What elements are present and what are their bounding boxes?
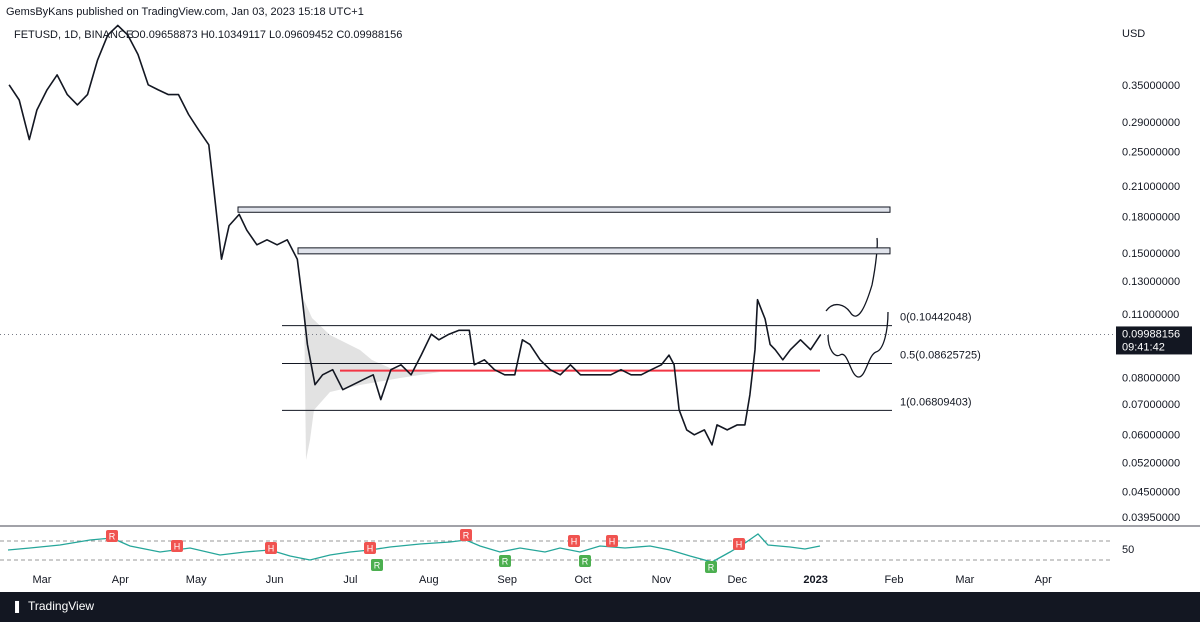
ohlc-text: O0.09658873 H0.10349117 L0.09609452 C0.0… [131, 29, 402, 41]
x-tick-label: 2023 [803, 574, 827, 586]
indicator-marker-label: H [609, 536, 616, 546]
x-tick-label: Aug [419, 574, 439, 586]
x-tick-label: Dec [727, 574, 747, 586]
indicator-marker-label: R [582, 556, 589, 566]
fib-label: 0.5(0.08625725) [900, 349, 981, 361]
indicator-marker-label: H [367, 543, 374, 553]
y-tick-label: 0.05200000 [1122, 458, 1180, 470]
indicator-marker-label: R [109, 531, 116, 541]
footer [0, 592, 1200, 622]
y-tick-label: 0.15000000 [1122, 248, 1180, 260]
fib-label: 0(0.10442048) [900, 312, 972, 324]
x-tick-label: Mar [32, 574, 51, 586]
indicator-marker-label: R [374, 560, 381, 570]
x-tick-label: Jun [266, 574, 284, 586]
indicator-marker [371, 559, 383, 571]
x-tick-label: Mar [955, 574, 974, 586]
volume-profile [304, 300, 440, 460]
last-price-label: 0.09988156 [1122, 328, 1180, 340]
x-tick-label: Jul [343, 574, 357, 586]
x-tick-label: May [186, 574, 207, 586]
x-tick-label: Apr [112, 574, 129, 586]
projection-path [825, 237, 878, 317]
indicator-marker-label: H [736, 539, 743, 549]
indicator-marker [733, 538, 745, 550]
indicator-tick-label: 50 [1122, 544, 1134, 556]
indicator-marker [499, 555, 511, 567]
indicator-marker-label: R [463, 530, 470, 540]
indicator-marker-label: H [268, 543, 275, 553]
published-text: GemsByKans published on TradingView.com,… [6, 6, 364, 18]
fib-label: 1(0.06809403) [900, 396, 972, 408]
indicator-marker [171, 540, 183, 552]
brand: TradingView [28, 599, 94, 613]
y-tick-label: 0.21000000 [1122, 181, 1180, 193]
price-line [8, 24, 822, 446]
indicator-marker [579, 555, 591, 567]
y-tick-label: 0.25000000 [1122, 147, 1180, 159]
y-tick-label: 0.18000000 [1122, 212, 1180, 224]
indicator-marker [106, 530, 118, 542]
x-tick-label: Nov [652, 574, 672, 586]
x-tick-label: Oct [574, 574, 591, 586]
indicator-marker [364, 542, 376, 554]
indicator-marker [460, 529, 472, 541]
resistance-zone [237, 206, 891, 213]
y-tick-label: 0.08000000 [1122, 372, 1180, 384]
indicator-marker-label: H [174, 541, 181, 551]
indicator-marker-label: H [571, 536, 578, 546]
x-tick-label: Apr [1035, 574, 1052, 586]
y-tick-label: 0.11000000 [1122, 309, 1179, 321]
indicator-marker [606, 535, 618, 547]
logo-mark: ❚ [12, 599, 22, 613]
symbol-title: FETUSD, 1D, BINANCE [14, 29, 133, 41]
y-tick-label: 0.04500000 [1122, 486, 1180, 498]
indicator-marker-label: R [502, 556, 509, 566]
y-tick-label: 0.35000000 [1122, 80, 1180, 92]
indicator-marker [705, 561, 717, 573]
y-tick-label: 0.06000000 [1122, 429, 1180, 441]
x-tick-label: Feb [885, 574, 904, 586]
y-tick-label: 0.07000000 [1122, 399, 1180, 411]
y-tick-label: 0.03950000 [1122, 512, 1180, 524]
last-price-box [1116, 326, 1192, 355]
y-tick-label: 0.29000000 [1122, 117, 1180, 129]
resistance-zone [297, 247, 891, 255]
indicator-marker [568, 535, 580, 547]
indicator-marker [265, 542, 277, 554]
y-axis-label: USD [1122, 28, 1145, 40]
y-tick-label: 0.13000000 [1122, 276, 1180, 288]
projection-path [827, 311, 889, 378]
indicator-marker-label: R [708, 562, 715, 572]
x-tick-label: Sep [497, 574, 517, 586]
countdown-label: 09:41:42 [1122, 341, 1165, 353]
